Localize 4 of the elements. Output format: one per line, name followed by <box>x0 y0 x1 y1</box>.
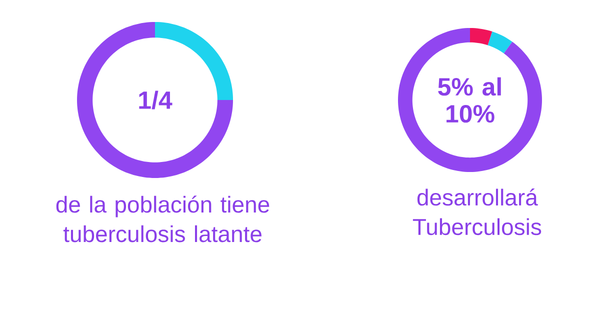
text: desarrollará Tuberculosis <box>412 188 542 236</box>
text: 1/4 <box>139 90 172 110</box>
text: 5% al 10% <box>438 77 501 123</box>
text: de la población tiene tuberculosis latante <box>56 196 270 242</box>
